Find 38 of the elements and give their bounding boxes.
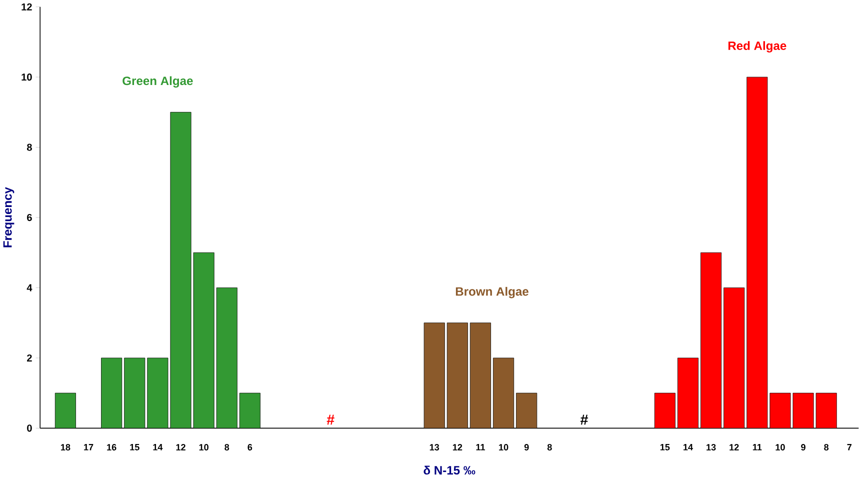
x-tick-label: 15 — [660, 444, 670, 450]
y-tick-label: 0 — [27, 424, 32, 432]
x-tick-label: 17 — [84, 444, 94, 450]
annotation: # — [326, 414, 334, 425]
x-tick-label: 10 — [499, 444, 508, 451]
text: Green Algae — [122, 76, 193, 88]
x-tick-label: 8 — [824, 444, 829, 451]
x-axis-title: δ N-15 ‰ — [424, 466, 476, 475]
annotation: # — [580, 414, 588, 425]
y-tick-label: 4 — [26, 284, 32, 292]
x-tick-label: 14 — [684, 444, 693, 450]
x-tick-label: 11 — [476, 444, 485, 450]
x-tick-label: 15 — [130, 444, 140, 450]
x-tick-label: 16 — [107, 444, 116, 451]
x-tick-label: 12 — [452, 444, 462, 450]
y-tick-label: 12 — [22, 3, 32, 10]
x-tick-label: 14 — [153, 444, 163, 450]
y-tick-label: 8 — [26, 144, 32, 151]
y-tick-label: 6 — [27, 214, 32, 222]
x-tick-label: 11 — [752, 444, 762, 450]
x-tick-label: 7 — [847, 444, 852, 450]
x-tick-label: 6 — [248, 444, 252, 451]
x-tick-label: 9 — [801, 444, 806, 451]
x-tick-label: 10 — [776, 444, 785, 451]
x-tick-label: 13 — [706, 444, 716, 451]
x-tick-label: 12 — [730, 444, 739, 450]
x-tick-label: 8 — [547, 444, 552, 451]
x-tick-label: 9 — [524, 444, 529, 451]
text: Brown Algae — [456, 286, 528, 298]
x-tick-label: 18 — [60, 444, 70, 451]
x-tick-label: 13 — [430, 444, 440, 451]
x-tick-label: 8 — [224, 444, 230, 451]
x-tick-label: 12 — [176, 444, 186, 450]
y-tick-label: 2 — [27, 354, 32, 362]
y-tick-label: 10 — [22, 74, 32, 81]
text: Red Algae — [728, 41, 786, 52]
x-tick-label: 10 — [199, 444, 208, 451]
y-axis-title: Frequency — [3, 187, 14, 248]
